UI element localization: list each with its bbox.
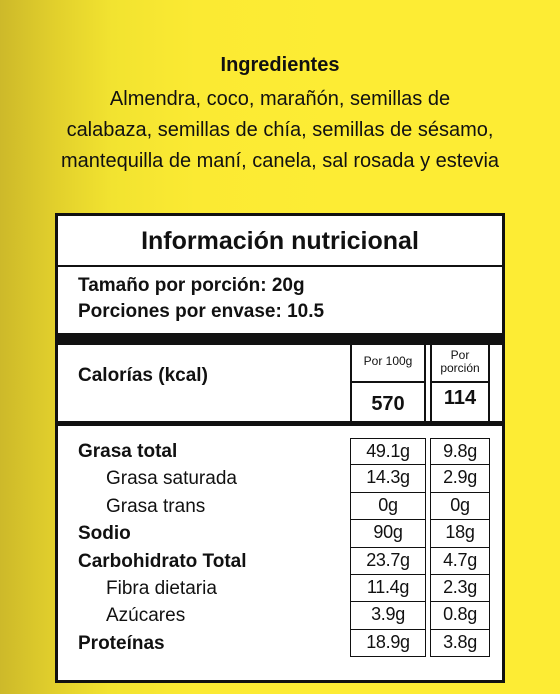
value-per-100g: 49.1g xyxy=(350,438,426,466)
nutrition-title: Información nutricional xyxy=(141,227,419,255)
table-row: Carbohidrato Total 23.7g 4.7g xyxy=(58,547,502,575)
table-row: Azúcares 3.9g 0.8g xyxy=(58,602,502,630)
divider xyxy=(432,381,488,383)
value-per-portion: 4.7g xyxy=(430,547,490,575)
per-portion-header-line2: porción xyxy=(440,361,480,375)
table-row: Proteínas 18.9g 3.8g xyxy=(58,629,502,658)
table-row: Grasa total 49.1g 9.8g xyxy=(58,438,502,466)
nutrient-name: Grasa total xyxy=(78,441,178,462)
calories-per-portion: 114 xyxy=(443,387,477,409)
ingredients-line: calabaza, semillas de chía, semillas de … xyxy=(66,119,494,141)
table-row: Grasa trans 0g 0g xyxy=(58,492,502,521)
table-row: Grasa saturada 14.3g 2.9g xyxy=(58,465,502,493)
ingredients-section: Ingredientes Almendra, coco, marañón, se… xyxy=(0,52,560,177)
ingredients-line: Almendra, coco, marañón, semillas de xyxy=(109,88,451,110)
value-per-portion: 0g xyxy=(430,492,490,521)
thick-divider xyxy=(58,333,502,345)
medium-divider xyxy=(58,421,502,426)
value-per-portion: 2.9g xyxy=(430,465,490,493)
serving-info: Tamaño por porción: 20g Porciones por en… xyxy=(58,267,502,333)
value-per-100g: 23.7g xyxy=(350,547,426,575)
value-per-100g: 11.4g xyxy=(350,574,426,603)
nutrition-facts-panel: Información nutricional Tamaño por porci… xyxy=(55,213,505,683)
value-per-100g: 0g xyxy=(350,492,426,521)
per-100g-header: Por 100g xyxy=(363,354,413,368)
value-per-100g: 90g xyxy=(350,520,426,548)
value-per-100g: 18.9g xyxy=(350,629,426,658)
calories-label: Calorías (kcal) xyxy=(78,365,208,386)
per-portion-column: Por porción 114 xyxy=(430,345,490,421)
value-per-100g: 3.9g xyxy=(350,602,426,630)
table-row: Sodio 90g 18g xyxy=(58,520,502,548)
divider xyxy=(352,381,424,383)
ingredients-title: Ingredientes xyxy=(220,54,340,76)
calories-block: Calorías (kcal) Por 100g 570 Por porción… xyxy=(58,345,502,421)
calories-per-100g: 570 xyxy=(371,393,405,415)
per-portion-header: Por porción xyxy=(432,345,488,381)
nutrient-name: Fibra dietaria xyxy=(106,577,217,599)
nutrient-name: Grasa trans xyxy=(106,495,206,517)
nutrient-name: Proteínas xyxy=(78,632,165,654)
nutrient-name: Sodio xyxy=(78,523,131,545)
value-per-portion: 2.3g xyxy=(430,574,490,603)
table-row: Fibra dietaria 11.4g 2.3g xyxy=(58,574,502,603)
value-per-portion: 18g xyxy=(430,520,490,548)
per-100g-column: Por 100g 570 xyxy=(350,345,426,421)
serving-size: Tamaño por porción: 20g xyxy=(78,275,305,296)
ingredients-text: Almendra, coco, marañón, semillas de cal… xyxy=(0,84,560,177)
nutrient-name: Azúcares xyxy=(106,605,186,627)
value-per-100g: 14.3g xyxy=(350,465,426,493)
nutrient-rows: Grasa total 49.1g 9.8g Grasa saturada 14… xyxy=(58,426,502,658)
servings-per-container: Porciones por envase: 10.5 xyxy=(78,301,325,322)
per-portion-header-line1: Por xyxy=(450,348,470,362)
divider xyxy=(58,265,502,267)
value-per-portion: 0.8g xyxy=(430,602,490,630)
ingredients-line: mantequilla de maní, canela, sal rosada … xyxy=(60,150,500,172)
nutrient-name: Grasa saturada xyxy=(106,468,237,490)
nutrient-name: Carbohidrato Total xyxy=(78,550,247,572)
value-per-portion: 9.8g xyxy=(430,438,490,466)
value-per-portion: 3.8g xyxy=(430,629,490,658)
